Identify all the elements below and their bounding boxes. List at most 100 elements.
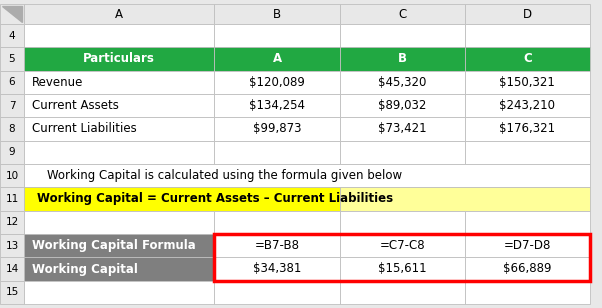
Bar [465,234,590,257]
Bar [465,94,590,117]
Text: 8: 8 [8,124,15,134]
Bar [340,47,465,71]
Text: 15: 15 [5,287,19,297]
Bar [340,234,465,257]
Bar [0,281,24,304]
Bar [340,141,465,164]
Bar [0,164,24,187]
Bar [340,257,465,281]
Text: 4: 4 [8,31,15,41]
Bar [0,234,24,257]
Text: Working Capital = Current Assets – Current Liabilities: Working Capital = Current Assets – Curre… [37,192,393,205]
Text: Particulars: Particulars [83,52,155,66]
Text: Working Capital is calculated using the formula given below: Working Capital is calculated using the … [46,169,402,182]
Text: Working Capital Formula: Working Capital Formula [31,239,195,252]
Text: 9: 9 [8,147,15,157]
Text: 13: 13 [5,241,19,251]
Bar [24,117,214,141]
Text: B: B [398,52,407,66]
Bar [214,47,340,71]
Bar [24,234,214,257]
Bar [465,117,590,141]
Text: =C7-C8: =C7-C8 [379,239,425,252]
Bar [0,47,24,71]
Bar [24,4,214,24]
Bar [340,117,465,141]
Text: Current Assets: Current Assets [31,99,119,112]
Bar [24,141,214,164]
Text: $15,611: $15,611 [378,262,427,275]
Text: 5: 5 [8,54,15,64]
Text: $34,381: $34,381 [253,262,301,275]
Text: $73,421: $73,421 [378,123,427,136]
Bar [24,281,214,304]
Bar [465,211,590,234]
Bar [0,117,24,141]
Bar [24,71,214,94]
Text: 14: 14 [5,264,19,274]
Text: A: A [115,7,123,21]
Text: =B7-B8: =B7-B8 [255,239,300,252]
Text: $66,889: $66,889 [503,262,551,275]
Bar [0,257,24,281]
Text: D: D [523,7,532,21]
Text: Working Capital: Working Capital [31,262,137,275]
Bar [214,24,340,47]
Bar [214,281,340,304]
Text: C: C [523,52,532,66]
Bar [465,24,590,47]
Bar [340,94,465,117]
Text: 10: 10 [5,171,19,181]
Bar [465,4,590,24]
Text: $150,321: $150,321 [500,76,556,89]
Text: 11: 11 [5,194,19,204]
Bar [0,71,24,94]
Bar [340,71,465,94]
Bar [340,211,465,234]
Text: C: C [398,7,406,21]
Polygon shape [2,6,22,22]
Text: 7: 7 [8,101,15,111]
Bar [0,211,24,234]
Bar [340,24,465,47]
Text: A: A [273,52,282,66]
Bar [0,187,24,211]
Bar [24,47,214,71]
Text: $99,873: $99,873 [253,123,301,136]
Bar [465,257,590,281]
Text: 6: 6 [8,77,15,87]
Bar [465,71,590,94]
Bar [0,24,24,47]
Bar [24,164,590,187]
Text: $176,321: $176,321 [499,123,556,136]
Text: B: B [273,7,281,21]
Bar [0,141,24,164]
Bar [214,234,590,281]
Text: $89,032: $89,032 [378,99,426,112]
Bar [24,24,214,47]
Bar [340,187,590,211]
Bar [340,4,465,24]
Bar [465,47,590,71]
Text: $243,210: $243,210 [500,99,556,112]
Bar [24,94,214,117]
Bar [465,281,590,304]
Bar [214,141,340,164]
Bar [0,4,24,24]
Bar [24,257,214,281]
Bar [214,4,340,24]
Bar [340,281,465,304]
Text: $120,089: $120,089 [249,76,305,89]
Bar [214,94,340,117]
Bar [214,234,340,257]
Bar [465,141,590,164]
Bar [24,211,214,234]
Bar [214,257,340,281]
Text: Current Liabilities: Current Liabilities [31,123,136,136]
Text: Revenue: Revenue [31,76,83,89]
Text: 12: 12 [5,217,19,227]
Text: $134,254: $134,254 [249,99,305,112]
Text: =D7-D8: =D7-D8 [504,239,551,252]
Bar [214,211,340,234]
Text: $45,320: $45,320 [378,76,426,89]
